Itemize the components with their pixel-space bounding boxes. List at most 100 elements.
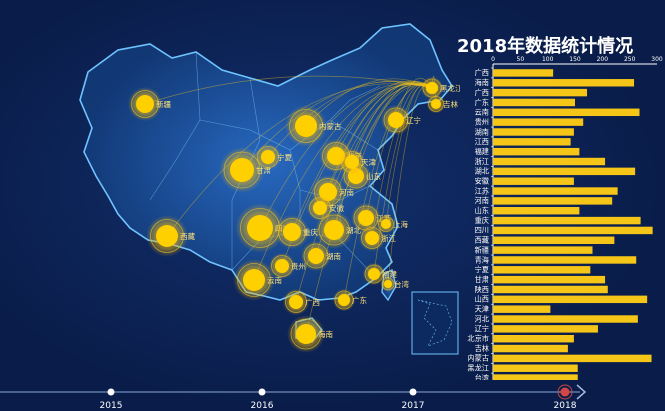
- city-label: 贵州: [291, 261, 306, 271]
- city-marker[interactable]: [295, 115, 317, 137]
- city-marker[interactable]: [324, 220, 344, 240]
- x-tick-label: 200: [597, 56, 609, 63]
- flow-line: [333, 83, 433, 231]
- city-label: 宁夏: [277, 152, 292, 162]
- y-tick-label: 天津: [475, 304, 489, 313]
- timeline-year-dot[interactable]: [258, 388, 266, 396]
- timeline-next-icon[interactable]: [576, 384, 587, 400]
- y-tick-label: 吉林: [475, 344, 489, 353]
- bar: [493, 197, 613, 205]
- bar: [493, 216, 641, 225]
- x-tick-label: 150: [569, 56, 581, 63]
- y-tick-label: 湖南: [475, 127, 489, 136]
- bar: [493, 187, 618, 195]
- city-label: 黑龙江: [440, 83, 460, 93]
- city-marker[interactable]: [358, 210, 374, 226]
- city-label: 天津: [361, 158, 376, 167]
- bar: [493, 334, 574, 343]
- x-tick-label: 300: [651, 56, 663, 63]
- bar: [493, 79, 635, 87]
- city-marker[interactable]: [261, 150, 275, 164]
- timeline-year-dot[interactable]: [560, 387, 570, 397]
- y-tick-label: 西藏: [475, 236, 489, 245]
- bar: [493, 325, 598, 333]
- chart-title: 2018年数据统计情况: [457, 35, 633, 57]
- marker-ring: [278, 218, 306, 246]
- city-marker[interactable]: [308, 248, 324, 264]
- bar: [493, 275, 606, 284]
- bar: [493, 226, 653, 235]
- city-marker[interactable]: [283, 223, 301, 241]
- city-marker[interactable]: [136, 95, 154, 113]
- city-label: 浙江: [381, 233, 396, 243]
- marker-ring: [428, 96, 444, 112]
- bar: [493, 285, 608, 294]
- city-label: 上海: [393, 219, 408, 229]
- city-marker[interactable]: [313, 201, 327, 215]
- city-label: 安徽: [329, 203, 344, 213]
- city-label: 台湾: [394, 279, 409, 289]
- city-label: 山东: [366, 171, 381, 181]
- city-marker[interactable]: [388, 112, 404, 128]
- south-china-sea-inset: [411, 291, 459, 355]
- city-marker[interactable]: [275, 259, 289, 273]
- city-marker[interactable]: [243, 269, 265, 291]
- city-marker[interactable]: [368, 268, 380, 280]
- city-label: 湖北: [346, 226, 361, 235]
- y-tick-label: 山东: [475, 206, 489, 215]
- timeline-year-dot[interactable]: [409, 388, 417, 396]
- bar: [493, 138, 571, 146]
- bar: [493, 344, 568, 353]
- city-label: 重庆: [303, 227, 318, 237]
- x-tick-label: 50: [517, 56, 525, 63]
- city-marker[interactable]: [338, 294, 350, 306]
- city-marker[interactable]: [381, 219, 391, 229]
- city-marker[interactable]: [289, 295, 303, 309]
- flow-line: [319, 82, 433, 209]
- city-label: 广东: [352, 295, 367, 305]
- city-marker[interactable]: [230, 158, 254, 182]
- y-tick-label: 河北: [475, 314, 489, 323]
- bar: [493, 295, 648, 304]
- y-tick-label: 辽宁: [475, 324, 489, 333]
- timeline-year-label: 2015: [100, 401, 123, 411]
- y-tick-label: 广东: [475, 98, 489, 107]
- city-marker[interactable]: [247, 215, 273, 241]
- city-label: 甘肃: [256, 165, 271, 175]
- x-tick-label: 100: [542, 56, 554, 63]
- y-tick-label: 贵州: [475, 117, 489, 126]
- marker-ring: [257, 146, 279, 168]
- city-label: 河南: [339, 187, 354, 197]
- marker-ring: [289, 109, 323, 143]
- city-marker[interactable]: [384, 280, 392, 288]
- marker-ring: [150, 219, 184, 253]
- flow-line: [144, 75, 433, 105]
- marker-ring: [223, 151, 261, 189]
- city-label: 辽宁: [406, 115, 421, 125]
- y-tick-label: 重庆: [475, 216, 489, 225]
- city-marker[interactable]: [296, 324, 316, 344]
- y-tick-label: 北京市: [467, 334, 489, 343]
- city-marker[interactable]: [431, 99, 441, 109]
- y-tick-label: 台湾: [475, 373, 489, 380]
- city-label: 西藏: [180, 231, 195, 241]
- city-label: 内蒙古: [319, 121, 342, 131]
- city-marker[interactable]: [365, 231, 379, 245]
- city-marker[interactable]: [345, 155, 359, 169]
- x-tick-label: 0: [491, 56, 495, 63]
- city-label: 湖南: [326, 251, 341, 261]
- bar: [493, 69, 554, 77]
- y-tick-label: 湖北: [475, 167, 489, 176]
- city-marker[interactable]: [426, 82, 438, 94]
- bar: [493, 88, 588, 97]
- bar: [493, 354, 652, 363]
- marker-ring: [285, 291, 307, 313]
- marker-ring: [361, 227, 383, 249]
- marker-ring: [341, 151, 363, 173]
- y-tick-label: 内蒙古: [467, 354, 489, 363]
- timeline-year-dot[interactable]: [107, 388, 115, 396]
- bar: [493, 246, 593, 254]
- city-marker[interactable]: [156, 225, 178, 247]
- city-label: 吉林: [443, 99, 458, 109]
- bar: [493, 147, 580, 156]
